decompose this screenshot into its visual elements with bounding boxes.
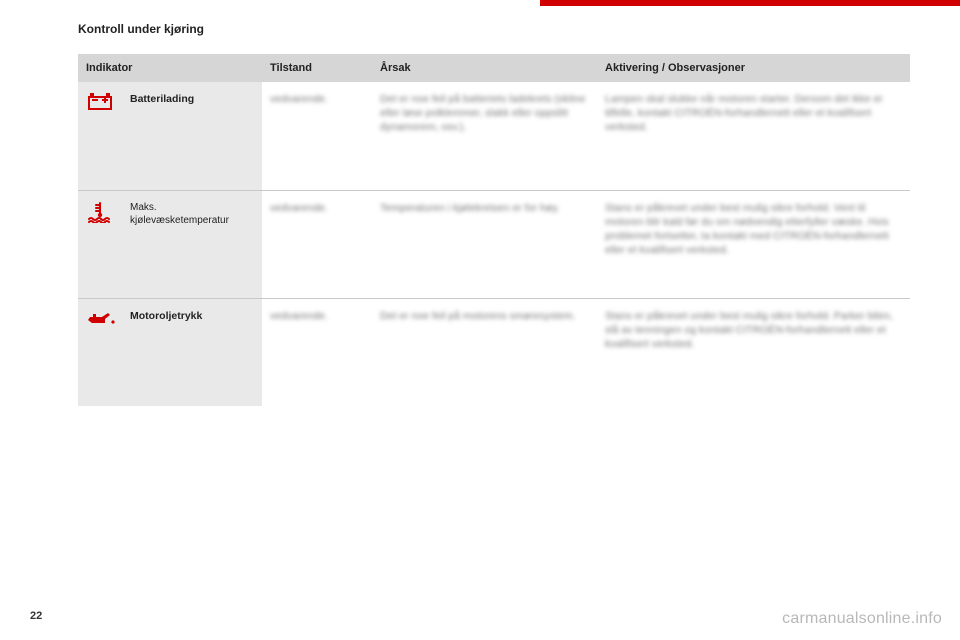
table-header-row: Indikator Tilstand Årsak Aktivering / Ob… [78, 54, 910, 82]
page-title: Kontroll under kjøring [78, 22, 910, 36]
header-state: Tilstand [262, 54, 372, 82]
header-action: Aktivering / Observasjoner [597, 54, 910, 82]
table-row: Batterilading vedvarende. Det er noe fei… [78, 82, 910, 190]
indicator-action: Stans er påkrevet under best mulig sikre… [597, 298, 910, 406]
indicator-icon-cell [78, 298, 122, 406]
battery-icon [86, 92, 114, 112]
header-indicator: Indikator [78, 54, 262, 82]
coolant-temp-icon [86, 201, 114, 221]
indicator-cause: Temperaturen i kjølekretsen er for høy. [372, 190, 597, 298]
accent-bar [540, 0, 960, 6]
indicator-name: Maks. kjølevæsketemperatur [122, 190, 262, 298]
indicator-cause: Det er noe feil på batteriets ladekrets … [372, 82, 597, 190]
indicator-state: vedvarende. [262, 298, 372, 406]
indicator-icon-cell [78, 190, 122, 298]
indicator-cause: Det er noe feil på motorens smøresystem. [372, 298, 597, 406]
oil-pressure-icon [86, 309, 114, 329]
header-cause: Årsak [372, 54, 597, 82]
indicator-action: Lampen skal slukke når motoren starter. … [597, 82, 910, 190]
indicator-name: Motoroljetrykk [122, 298, 262, 406]
page-number: 22 [30, 610, 42, 622]
indicator-action: Stans er påkrevet under best mulig sikre… [597, 190, 910, 298]
indicator-state: vedvarende. [262, 82, 372, 190]
table-row: Motoroljetrykk vedvarende. Det er noe fe… [78, 298, 910, 406]
table-row: Maks. kjølevæsketemperatur vedvarende. T… [78, 190, 910, 298]
watermark: carmanualsonline.info [782, 610, 942, 628]
indicator-table: Indikator Tilstand Årsak Aktivering / Ob… [78, 54, 910, 406]
indicator-name: Batterilading [122, 82, 262, 190]
indicator-state: vedvarende. [262, 190, 372, 298]
indicator-icon-cell [78, 82, 122, 190]
